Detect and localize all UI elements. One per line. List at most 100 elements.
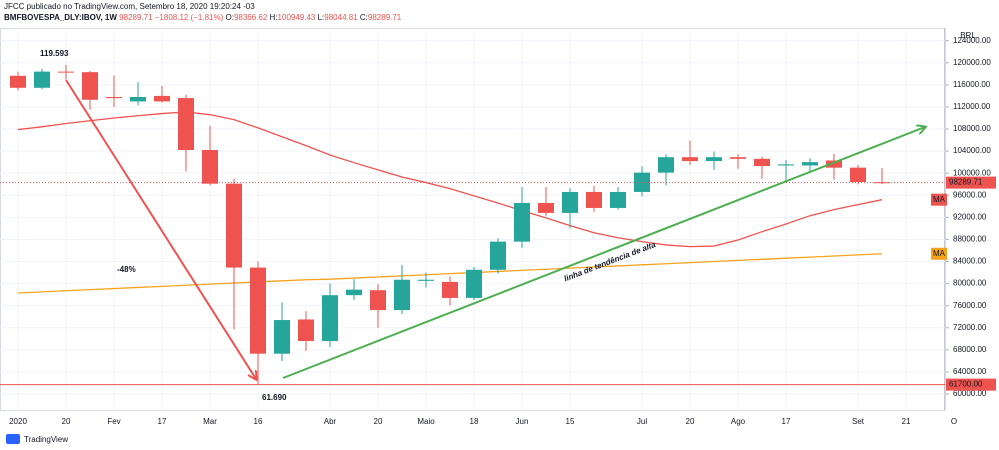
x-tick-label: 2020 bbox=[9, 417, 27, 426]
x-tick-label: O bbox=[951, 417, 957, 426]
h-value: 100949.43 bbox=[278, 13, 316, 22]
candle-body bbox=[394, 279, 410, 311]
annotation: 119.593 bbox=[40, 49, 69, 58]
x-tick-label: 18 bbox=[470, 417, 479, 426]
candle-body bbox=[682, 157, 698, 162]
y-tick-label: 68000.00 bbox=[953, 345, 987, 354]
change: 98289.71 −1808.12 (−1.81%) bbox=[119, 13, 223, 22]
candle-body bbox=[490, 241, 506, 270]
candle-body bbox=[154, 95, 170, 102]
logo bbox=[6, 434, 20, 444]
last-price-tag-box bbox=[946, 176, 996, 189]
currency-label: BRL bbox=[960, 31, 976, 40]
last-price-tag: 98289.71 bbox=[949, 178, 983, 187]
x-tick-label: 15 bbox=[566, 417, 575, 426]
candle-body bbox=[610, 191, 626, 208]
candle-body bbox=[850, 167, 866, 183]
y-tick-label: 96000.00 bbox=[953, 190, 987, 199]
candle-body bbox=[466, 269, 482, 298]
l-label: L: bbox=[318, 13, 325, 22]
candle-body bbox=[514, 202, 530, 242]
candle-body bbox=[274, 320, 290, 354]
ma-tag: MA bbox=[933, 249, 946, 258]
ma-tag-box bbox=[931, 247, 947, 260]
header-symbol-line: BMFBOVESPA_DLY:IBOV, 1W 98289.71 −1808.1… bbox=[4, 13, 402, 22]
moving-average bbox=[17, 253, 883, 294]
candle-body bbox=[202, 149, 218, 184]
y-tick-label: 64000.00 bbox=[953, 367, 987, 376]
l-value: 98044.81 bbox=[324, 13, 358, 22]
y-tick-label: 84000.00 bbox=[953, 257, 987, 266]
hline-tag-box bbox=[946, 378, 996, 391]
moving-average bbox=[17, 111, 883, 248]
candle-body bbox=[226, 183, 242, 268]
x-tick-label: Jul bbox=[637, 417, 647, 426]
candle-body bbox=[250, 267, 266, 354]
candle-body bbox=[322, 295, 338, 341]
candle-body bbox=[586, 191, 602, 208]
x-tick-label: Jun bbox=[516, 417, 529, 426]
candle-body bbox=[58, 71, 74, 73]
candle-body bbox=[706, 157, 722, 162]
candle-body bbox=[346, 289, 362, 296]
ma-tag-box bbox=[931, 193, 947, 206]
o-label: O: bbox=[225, 13, 233, 22]
x-tick-label: Fev bbox=[107, 417, 120, 426]
x-tick-label: 20 bbox=[62, 417, 71, 426]
x-tick-label: Ago bbox=[731, 417, 746, 426]
x-tick-label: 21 bbox=[902, 417, 911, 426]
candle-body bbox=[34, 71, 50, 88]
candle-body bbox=[106, 97, 122, 99]
candle-body bbox=[658, 157, 674, 173]
y-tick-label: 92000.00 bbox=[953, 212, 987, 221]
candle-body bbox=[298, 319, 314, 341]
y-tick-label: 116000.00 bbox=[953, 80, 991, 89]
y-tick-label: 88000.00 bbox=[953, 235, 987, 244]
y-tick-label: 104000.00 bbox=[953, 146, 991, 155]
y-tick-label: 80000.00 bbox=[953, 279, 987, 288]
x-tick-label: 17 bbox=[158, 417, 167, 426]
x-tick-label: 16 bbox=[254, 417, 263, 426]
x-tick-label: Set bbox=[852, 417, 865, 426]
candle-body bbox=[130, 97, 146, 102]
candle-body bbox=[10, 75, 26, 88]
candle-body bbox=[82, 72, 98, 100]
x-tick-label: Mar bbox=[203, 417, 217, 426]
x-tick-label: Abr bbox=[324, 417, 337, 426]
header-line: JFCC publicado no TradingView.com, Setem… bbox=[4, 2, 255, 11]
y-tick-label: 60000.00 bbox=[953, 389, 987, 398]
y-tick-label: 120000.00 bbox=[953, 58, 991, 67]
h-label: H: bbox=[270, 13, 278, 22]
candle-body bbox=[826, 160, 842, 168]
candle-body bbox=[562, 191, 578, 213]
candle-body bbox=[538, 202, 554, 213]
o-value: 98366.62 bbox=[234, 13, 268, 22]
y-tick-label: 76000.00 bbox=[953, 301, 987, 310]
y-tick-label: 124000.00 bbox=[953, 36, 991, 45]
hline-tag: 61700.00 bbox=[949, 380, 983, 389]
x-tick-label: 17 bbox=[782, 417, 791, 426]
y-tick-label: 72000.00 bbox=[953, 323, 987, 332]
annotation: -48% bbox=[117, 265, 136, 274]
trend-arrow bbox=[282, 127, 925, 379]
candle-body bbox=[370, 290, 386, 311]
candle-body bbox=[442, 281, 458, 298]
candle-body bbox=[754, 158, 770, 167]
footer: TradingView bbox=[24, 435, 68, 444]
y-tick-label: 112000.00 bbox=[953, 102, 991, 111]
annotation: 61.690 bbox=[262, 393, 287, 402]
y-tick-label: 108000.00 bbox=[953, 124, 991, 133]
c-value: 98289.71 bbox=[368, 13, 402, 22]
symbol: BMFBOVESPA_DLY:IBOV, 1W bbox=[4, 13, 117, 22]
c-label: C: bbox=[360, 13, 368, 22]
x-tick-label: Maio bbox=[417, 417, 435, 426]
x-tick-label: 20 bbox=[374, 417, 383, 426]
ma-tag: MA bbox=[933, 195, 946, 204]
candle-body bbox=[178, 98, 194, 150]
y-tick-label: 100000.00 bbox=[953, 168, 991, 177]
candle-body bbox=[778, 164, 794, 166]
x-tick-label: 20 bbox=[686, 417, 695, 426]
candle-body bbox=[802, 162, 818, 166]
